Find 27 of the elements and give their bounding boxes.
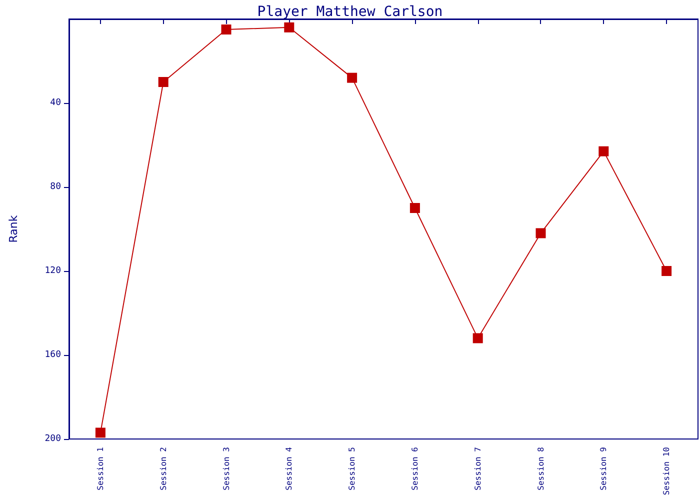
point: [284, 22, 294, 32]
x-tick-label: Session 6: [410, 446, 420, 490]
point: [221, 24, 232, 34]
point: [95, 428, 106, 438]
y-tick-label: 120: [44, 266, 61, 276]
x-tick-label: Session 7: [473, 446, 482, 490]
point: [472, 333, 483, 344]
y-tick-label: 160: [44, 350, 61, 360]
x-tick-label: Session 4: [284, 446, 294, 490]
x-tick-label: Session 2: [158, 446, 168, 490]
x-tick-label: Session 8: [536, 446, 546, 490]
x-tick-label: Session 10: [662, 446, 672, 496]
x-tick-label: Session 3: [222, 446, 231, 490]
point: [410, 203, 420, 213]
y-tick-label: 40: [50, 98, 61, 108]
y-tick-label: 200: [44, 434, 61, 444]
x-tick-label: Session 5: [348, 446, 357, 490]
point: [598, 146, 609, 156]
x-tick-label: Session 1: [96, 446, 105, 490]
point: [347, 72, 358, 83]
point: [536, 228, 546, 238]
chart-title: Player Matthew Carlson: [257, 4, 443, 20]
x-tick-label: Session 9: [599, 446, 608, 490]
point: [662, 266, 672, 276]
y-axis-title: Rank: [7, 214, 20, 243]
point: [158, 77, 168, 87]
y-tick-label: 80: [50, 182, 61, 192]
